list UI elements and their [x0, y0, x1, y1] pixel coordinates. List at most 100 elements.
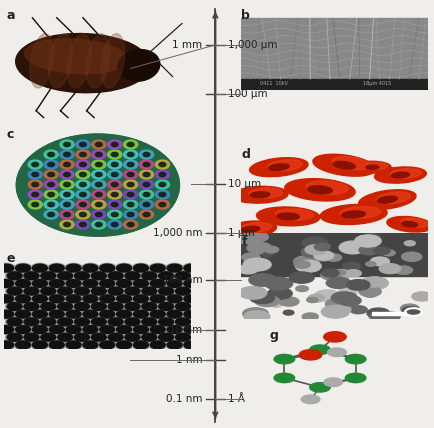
Circle shape: [58, 287, 72, 295]
Circle shape: [184, 310, 198, 318]
Circle shape: [148, 340, 166, 350]
Circle shape: [79, 223, 86, 227]
Circle shape: [99, 279, 115, 287]
Circle shape: [158, 318, 173, 326]
Circle shape: [139, 170, 153, 179]
Circle shape: [306, 297, 317, 303]
Circle shape: [323, 332, 345, 342]
Circle shape: [92, 200, 105, 209]
Circle shape: [243, 258, 270, 271]
Circle shape: [143, 202, 150, 207]
Circle shape: [157, 302, 175, 311]
Circle shape: [6, 271, 23, 280]
Circle shape: [48, 212, 54, 217]
Circle shape: [79, 212, 86, 217]
Circle shape: [41, 318, 56, 326]
Circle shape: [132, 263, 150, 273]
Circle shape: [115, 325, 133, 334]
Circle shape: [148, 309, 166, 319]
Circle shape: [58, 303, 72, 310]
Circle shape: [28, 170, 42, 179]
Circle shape: [49, 264, 64, 272]
Circle shape: [81, 294, 99, 303]
Circle shape: [184, 295, 198, 303]
Circle shape: [111, 193, 118, 196]
Circle shape: [16, 310, 30, 318]
Circle shape: [141, 318, 156, 326]
Circle shape: [83, 341, 98, 349]
Circle shape: [76, 150, 90, 159]
Circle shape: [143, 162, 150, 166]
Circle shape: [0, 340, 15, 350]
Circle shape: [0, 279, 14, 287]
Ellipse shape: [248, 188, 282, 198]
Circle shape: [56, 302, 74, 311]
Circle shape: [7, 287, 22, 295]
Circle shape: [7, 303, 22, 310]
Circle shape: [150, 264, 165, 272]
Circle shape: [66, 295, 81, 303]
Circle shape: [7, 272, 22, 280]
Text: 0.1 nm: 0.1 nm: [165, 394, 202, 404]
Ellipse shape: [241, 226, 259, 232]
Circle shape: [232, 232, 258, 244]
Circle shape: [345, 270, 361, 277]
Circle shape: [337, 288, 356, 297]
Circle shape: [49, 295, 64, 303]
Circle shape: [301, 247, 325, 258]
Circle shape: [106, 286, 124, 296]
Circle shape: [0, 279, 15, 288]
Circle shape: [143, 172, 150, 177]
Circle shape: [273, 373, 294, 383]
Circle shape: [254, 295, 279, 306]
Circle shape: [58, 333, 72, 341]
Ellipse shape: [353, 161, 390, 173]
Circle shape: [141, 272, 156, 280]
Circle shape: [64, 325, 82, 334]
Circle shape: [339, 241, 366, 254]
Circle shape: [14, 263, 32, 273]
Circle shape: [14, 325, 32, 334]
Circle shape: [44, 160, 58, 169]
Circle shape: [0, 264, 14, 272]
Circle shape: [155, 170, 169, 179]
Circle shape: [370, 279, 381, 284]
Circle shape: [307, 295, 323, 302]
Circle shape: [31, 279, 49, 288]
Circle shape: [184, 341, 198, 349]
Circle shape: [49, 279, 64, 287]
Circle shape: [49, 326, 64, 333]
Circle shape: [92, 170, 105, 179]
Circle shape: [95, 212, 102, 217]
Circle shape: [79, 202, 86, 207]
Circle shape: [140, 333, 158, 342]
Circle shape: [123, 286, 141, 296]
Circle shape: [133, 310, 148, 318]
Circle shape: [7, 318, 22, 326]
Circle shape: [66, 341, 81, 349]
Circle shape: [83, 279, 98, 287]
Circle shape: [32, 172, 39, 177]
Circle shape: [14, 279, 32, 288]
Circle shape: [90, 286, 108, 296]
Text: 10 μm: 10 μm: [228, 179, 261, 189]
Circle shape: [358, 286, 380, 297]
Circle shape: [106, 317, 124, 327]
Text: 1 mm: 1 mm: [172, 40, 202, 50]
Circle shape: [83, 264, 98, 272]
Circle shape: [14, 340, 32, 350]
Circle shape: [28, 190, 42, 199]
Circle shape: [295, 286, 308, 291]
Ellipse shape: [284, 178, 354, 201]
Circle shape: [127, 143, 134, 147]
Circle shape: [159, 172, 165, 177]
Circle shape: [73, 333, 91, 342]
Circle shape: [39, 286, 57, 296]
Circle shape: [324, 273, 341, 281]
Circle shape: [141, 333, 156, 341]
Ellipse shape: [118, 50, 159, 81]
Circle shape: [174, 286, 191, 296]
Circle shape: [116, 310, 131, 318]
Circle shape: [346, 279, 369, 290]
Circle shape: [133, 279, 148, 287]
